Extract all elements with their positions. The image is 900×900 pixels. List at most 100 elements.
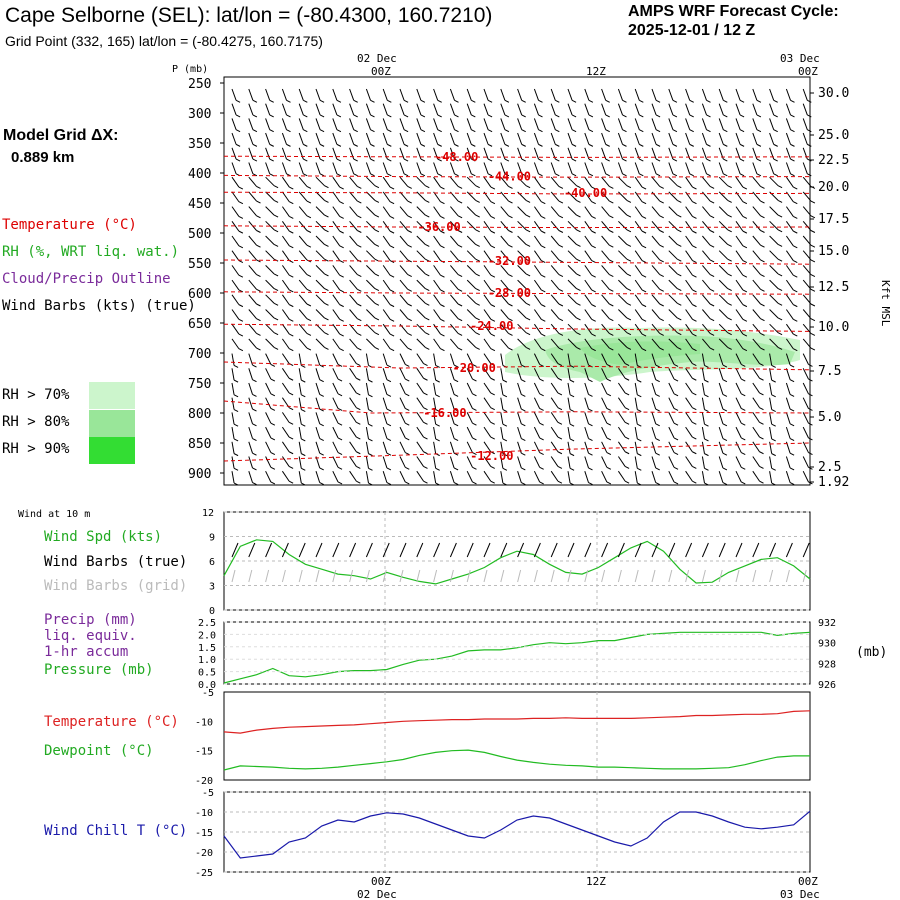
wind-barb xyxy=(567,309,577,319)
wind-barb xyxy=(651,132,657,145)
wind-barb xyxy=(735,235,744,247)
wind-barb xyxy=(769,88,775,101)
wind-barb-flag xyxy=(588,482,593,486)
wind-barb-flag xyxy=(793,201,798,205)
wind-barb-flag xyxy=(423,480,428,484)
wind-barb xyxy=(634,279,643,291)
wind-barb xyxy=(617,441,626,453)
precip-pressure-panel-frame xyxy=(223,621,811,685)
wind-barb xyxy=(281,338,290,350)
wind-barb xyxy=(281,176,290,188)
wind-barb-flag xyxy=(471,114,476,118)
wind-barb-flag xyxy=(771,467,776,471)
wind-barb-flag xyxy=(490,377,495,381)
wind-barb xyxy=(483,235,492,247)
wind-barb xyxy=(265,103,271,116)
wind-barb xyxy=(735,456,742,468)
wind-barb xyxy=(802,162,808,174)
wind-barb-flag xyxy=(626,346,632,350)
wind-barb-flag xyxy=(810,332,816,336)
temp-dewpoint-panel-series xyxy=(223,749,810,771)
wind-barb-flag xyxy=(588,173,594,177)
wind-barb xyxy=(365,441,369,454)
wind-barb-flag xyxy=(588,467,593,471)
wind-barb xyxy=(617,88,623,101)
wind-barb-flag xyxy=(692,363,697,366)
wind-barb xyxy=(601,103,607,116)
wind-barb-flag xyxy=(319,452,324,456)
wind-barb xyxy=(802,206,812,217)
wind-barb-flag xyxy=(605,143,610,147)
wind-barb-flag xyxy=(472,437,477,441)
wind-barb-flag xyxy=(637,467,642,471)
wind-barb xyxy=(651,338,661,349)
wind-barb xyxy=(668,309,678,319)
wind-barb-flag xyxy=(270,481,276,485)
sfc-wind-barb-grid xyxy=(399,569,404,583)
wind-barb-flag xyxy=(539,466,544,470)
wind-barb xyxy=(735,309,744,320)
wind-barb xyxy=(399,279,409,290)
wind-barb-flag xyxy=(386,364,392,368)
wind-barb-flag xyxy=(677,332,682,336)
wind-barb-flag xyxy=(742,215,748,219)
isotherm-label: -44.00 xyxy=(488,170,531,184)
wind-barb-flag xyxy=(339,201,344,205)
wind-barb-flag xyxy=(425,273,430,277)
wind-barb xyxy=(802,397,809,409)
wind-barb-flag xyxy=(420,129,426,133)
wind-barb-flag xyxy=(423,421,428,425)
wind-barb-flag xyxy=(256,347,261,351)
wind-barb-flag xyxy=(576,288,581,292)
wind-barb xyxy=(231,353,235,366)
right-axis-label: Kft MSL xyxy=(879,280,892,327)
sfc-wind-barb-grid xyxy=(517,569,522,583)
wind-barb-flag xyxy=(777,229,783,233)
sfc-wind-barb xyxy=(265,542,273,558)
wind-barb-flag xyxy=(490,480,495,484)
wind-barb-flag xyxy=(727,229,732,233)
wind-barb xyxy=(298,118,304,130)
wind-barb xyxy=(735,250,744,261)
wind-barb-flag xyxy=(689,143,694,147)
wind-barb xyxy=(533,353,541,365)
wind-barb-flag xyxy=(741,481,746,485)
wind-barb xyxy=(433,397,437,410)
sfc-wind-barb-grid xyxy=(231,569,236,583)
wind-barb-flag xyxy=(659,200,664,204)
wind-barb-flag xyxy=(810,318,816,322)
wind-barb-flag xyxy=(521,482,526,486)
wind-barb-flag xyxy=(490,304,496,308)
wind-barb xyxy=(450,250,459,261)
wind-barb xyxy=(332,397,339,409)
wind-barb-flag xyxy=(677,317,682,321)
wind-barb-flag xyxy=(789,452,795,456)
wind-barb xyxy=(433,471,437,484)
wind-barb xyxy=(718,309,729,319)
wind-barb xyxy=(785,323,794,335)
wind-barb-flag xyxy=(457,259,463,263)
wind-barb-flag xyxy=(557,392,563,396)
wind-barb-flag xyxy=(810,230,816,233)
wind-barb xyxy=(433,294,441,305)
wind-barb xyxy=(382,397,388,410)
wind-barb xyxy=(601,323,610,334)
wind-barb-flag xyxy=(289,318,294,322)
wind-barb xyxy=(231,176,240,188)
wind-barb xyxy=(231,265,240,276)
wind-barb xyxy=(651,220,661,231)
wind-barb-flag xyxy=(677,302,682,306)
wind-barb xyxy=(315,176,325,187)
wind-barb xyxy=(752,294,761,305)
wind-barb xyxy=(500,118,506,130)
wind-barb-flag xyxy=(558,274,564,278)
wind-barb xyxy=(785,265,794,276)
wind-barb-flag xyxy=(659,244,664,248)
wind-barb xyxy=(769,132,775,145)
wind-barb-flag xyxy=(760,303,765,307)
wind-barb xyxy=(433,323,441,335)
wind-barb-flag xyxy=(504,99,510,103)
wind-barb-flag xyxy=(672,143,678,147)
wind-barb-flag xyxy=(435,409,440,412)
wind-barb xyxy=(231,471,235,484)
